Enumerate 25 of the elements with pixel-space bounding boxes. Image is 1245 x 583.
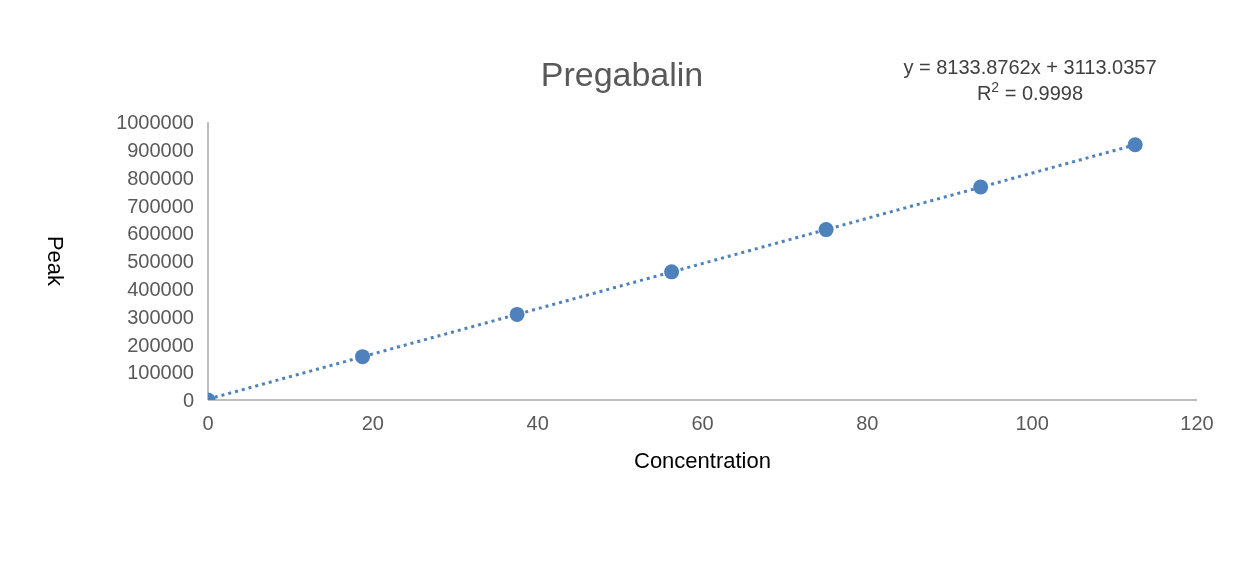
- y-tick-label: 800000: [127, 166, 194, 189]
- y-tick-label: 700000: [127, 194, 194, 217]
- x-tick-label: 80: [856, 412, 879, 435]
- x-tick-label: 0: [202, 412, 214, 435]
- text: y = 8133.8762x + 3113.0357: [903, 56, 1157, 78]
- x-tick-label: 120: [1180, 412, 1214, 435]
- x-axis-title: Concentration: [634, 448, 771, 473]
- y-tick-label: 600000: [127, 222, 194, 245]
- point: [1127, 137, 1143, 153]
- y-tick-label: 900000: [127, 138, 194, 161]
- x-tick-label: 100: [1015, 412, 1049, 435]
- point: [355, 349, 371, 365]
- y-tick-label: 100000: [127, 361, 194, 384]
- y-tick-label: 0: [182, 389, 194, 412]
- y-tick-label: 400000: [127, 277, 194, 300]
- y-tick-label: 300000: [127, 305, 194, 328]
- y-tick-label: 1000000: [116, 111, 194, 134]
- text: R$^{2}$ = 0.9998: [976, 79, 1084, 104]
- x-tick-label: 20: [361, 412, 384, 435]
- y-tick-label: 500000: [127, 250, 194, 273]
- y-axis-title: Peak: [43, 235, 69, 288]
- x-tick-label: 60: [691, 412, 714, 435]
- y-tick-label: 200000: [127, 333, 194, 356]
- x-tick-label: 40: [526, 412, 549, 435]
- chart-title: Pregabalin: [540, 55, 704, 93]
